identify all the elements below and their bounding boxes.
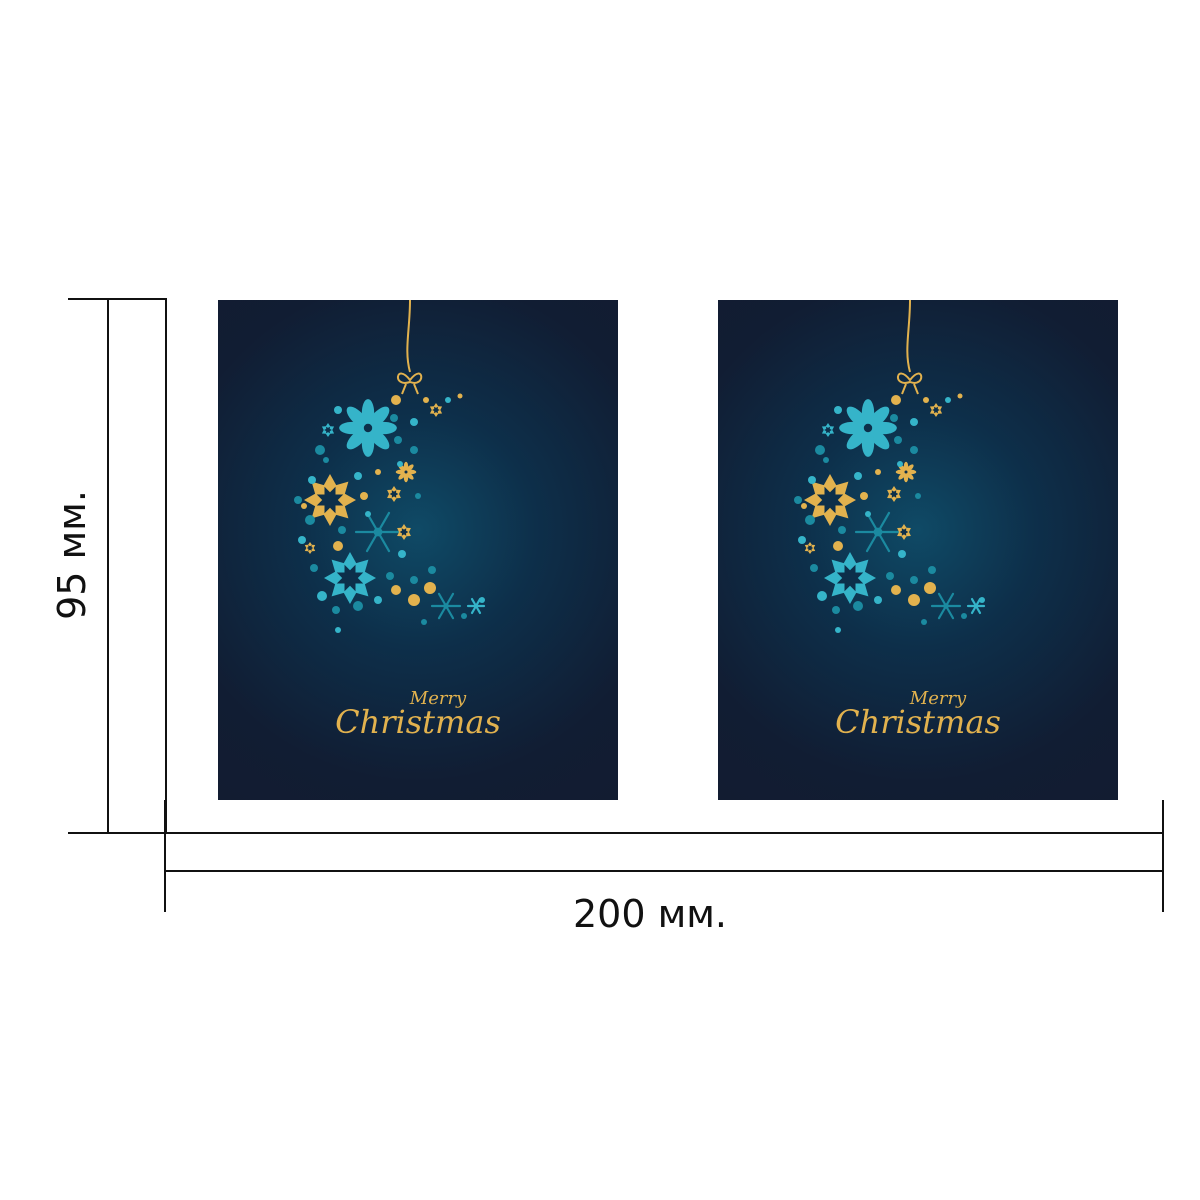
card-greeting: Merry Christmas [218, 688, 618, 741]
height-dimension-top-tick [68, 298, 166, 300]
card-greeting: Merry Christmas [718, 688, 1118, 741]
width-dimension-line [164, 870, 1164, 872]
greeting-big: Christmas [335, 703, 501, 741]
card-sheet-bottom-edge [164, 832, 1164, 834]
bauble-ornament-icon [294, 300, 486, 633]
christmas-card-left: Merry Christmas [218, 300, 618, 800]
card-sheet-left-edge [165, 298, 167, 834]
height-dimension-line [107, 298, 109, 834]
width-dimension-right-tick [1162, 800, 1164, 912]
christmas-card-right: Merry Christmas [718, 300, 1118, 800]
greeting-big: Christmas [835, 703, 1001, 741]
width-label: 200 мм. [572, 892, 728, 936]
bauble-ornament-icon [794, 300, 986, 633]
height-dimension-bottom-tick [68, 832, 166, 834]
greeting-small: Merry [909, 688, 967, 709]
greeting-small: Merry [409, 688, 467, 709]
width-dimension-left-tick [164, 800, 166, 912]
